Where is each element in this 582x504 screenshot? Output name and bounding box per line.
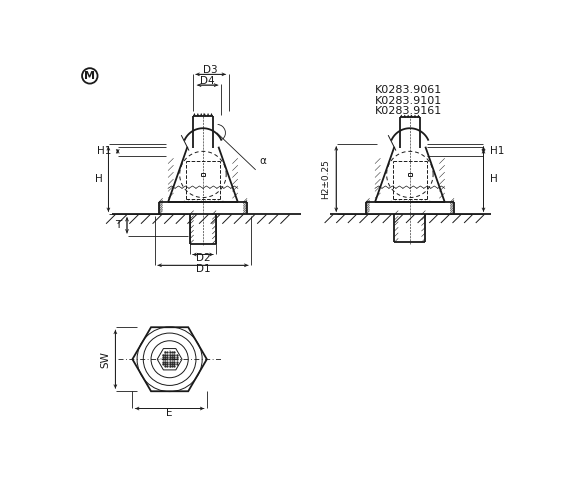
Text: T: T [115,220,122,230]
Text: H1: H1 [489,146,504,156]
Text: D2: D2 [196,254,210,264]
Text: E: E [166,408,173,418]
Text: D3: D3 [203,65,218,75]
Text: H: H [489,174,498,184]
Text: H1: H1 [97,146,112,156]
Text: K0283.9101: K0283.9101 [375,96,442,105]
Text: H2±0.25: H2±0.25 [321,159,330,199]
Text: K0283.9061: K0283.9061 [375,85,442,95]
Text: H: H [95,174,103,184]
Text: K0283.9161: K0283.9161 [375,106,442,116]
Text: D4: D4 [200,76,215,86]
Text: α: α [260,156,267,166]
Text: SW: SW [100,351,110,368]
Text: D1: D1 [196,264,210,274]
Text: M: M [84,71,95,81]
